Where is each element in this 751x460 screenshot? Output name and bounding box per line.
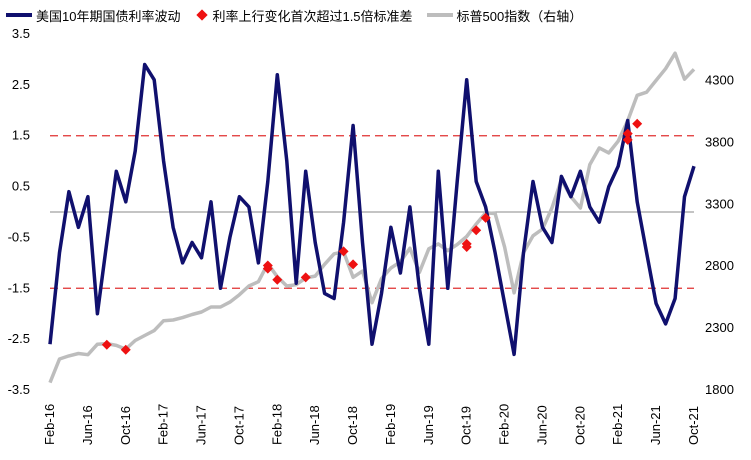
left-tick-label: 0.5 <box>12 179 30 194</box>
x-tick-label: Oct-16 <box>118 406 133 445</box>
rate-spike-marker <box>300 272 311 283</box>
right-tick-label: 2800 <box>705 258 734 273</box>
x-tick-label: Oct-18 <box>345 406 360 445</box>
legend-item-marker: 利率上行变化首次超过1.5倍标准差 <box>194 6 413 25</box>
reference-lines <box>50 135 694 289</box>
x-tick-label: Jun-19 <box>421 405 436 445</box>
sp500-line <box>48 51 696 384</box>
series-lines <box>48 51 696 384</box>
legend: 美国10年期国债利率波动 利率上行变化首次超过1.5倍标准差 标普500指数（右… <box>6 4 596 26</box>
x-tick-label: Feb-18 <box>269 404 284 445</box>
right-tick-label: 4300 <box>705 72 734 87</box>
legend-label-treasury: 美国10年期国债利率波动 <box>36 8 181 24</box>
rate-spike-marker <box>622 134 633 145</box>
left-tick-label: -2.5 <box>8 331 30 346</box>
x-tick-label: Oct-21 <box>686 406 701 445</box>
x-tick-label: Feb-21 <box>610 404 625 445</box>
left-tick-label: 3.5 <box>12 26 30 41</box>
left-tick-label: 1.5 <box>12 128 30 143</box>
x-tick-label: Oct-20 <box>572 406 587 445</box>
rate-spike-marker <box>262 260 273 271</box>
legend-label-marker: 利率上行变化首次超过1.5倍标准差 <box>212 8 413 24</box>
left-tick-label: -0.5 <box>8 229 30 244</box>
left-tick-label: 2.5 <box>12 77 30 92</box>
x-tick-label: Feb-19 <box>383 404 398 445</box>
treasury-volatility-line <box>48 62 696 357</box>
rate-spike-marker <box>622 128 633 139</box>
left-tick-label: -3.5 <box>8 382 30 397</box>
rate-spike-marker <box>632 118 643 129</box>
x-axis: Feb-16 Jun-16 Oct-16 Feb-17 Jun-17 Oct-17 Feb-… <box>42 404 701 445</box>
rate-spike-marker <box>338 246 349 257</box>
rate-spike-marker <box>272 274 283 285</box>
x-tick-label: Jun-16 <box>80 405 95 445</box>
left-axis: 3.5 2.5 1.5 0.5 -0.5 -1.5 -2.5 -3.5 <box>8 26 30 397</box>
left-tick-label: -1.5 <box>8 280 30 295</box>
right-tick-label: 3300 <box>705 196 734 211</box>
right-tick-label: 2300 <box>705 320 734 335</box>
x-tick-label: Feb-16 <box>42 404 57 445</box>
marker-points <box>101 118 643 355</box>
legend-swatch-sp500 <box>426 13 453 17</box>
rate-spike-marker <box>480 212 491 223</box>
rate-spike-marker <box>348 259 359 270</box>
right-axis: 4300 3800 3300 2800 2300 1800 <box>705 72 734 397</box>
rate-spike-marker <box>461 241 472 252</box>
x-tick-label: Feb-20 <box>497 404 512 445</box>
rate-spike-marker <box>101 339 112 350</box>
right-tick-label: 3800 <box>705 134 734 149</box>
x-tick-label: Oct-19 <box>459 406 474 445</box>
legend-label-sp500: 标普500指数（右轴） <box>456 8 583 24</box>
x-tick-label: Jun-20 <box>534 405 549 445</box>
x-tick-label: Oct-17 <box>231 406 246 445</box>
rate-spike-marker <box>471 225 482 236</box>
legend-swatch-treasury <box>6 13 32 17</box>
legend-item-sp500: 标普500指数（右轴） <box>426 6 583 25</box>
x-tick-label: Jun-21 <box>648 405 663 445</box>
x-tick-label: Feb-17 <box>156 404 171 445</box>
right-tick-label: 1800 <box>705 382 734 397</box>
x-tick-label: Jun-17 <box>194 405 209 445</box>
x-tick-label: Jun-18 <box>307 405 322 445</box>
legend-item-treasury: 美国10年期国债利率波动 <box>6 6 180 25</box>
rate-spike-marker <box>120 344 131 355</box>
